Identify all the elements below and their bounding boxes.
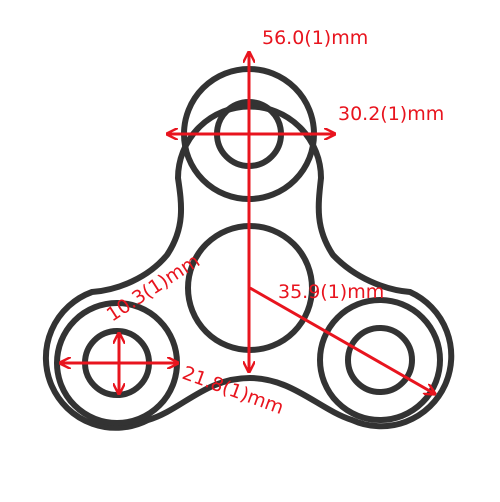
outer-ring-diameter-label: 30.2(1)mm <box>338 103 444 125</box>
center-to-lobe-dimension-line <box>249 286 435 394</box>
overall-length-label: 56.0(1)mm <box>262 27 368 49</box>
center-to-lobe-label: 35.9(1)mm <box>278 281 384 303</box>
right-lobe-ring-inner <box>345 325 415 395</box>
spinner-body-outline <box>42 103 455 431</box>
right-lobe-ring-middle <box>317 297 443 423</box>
lobe-ring-diameter-label: 21.8(1)mm <box>179 362 286 419</box>
